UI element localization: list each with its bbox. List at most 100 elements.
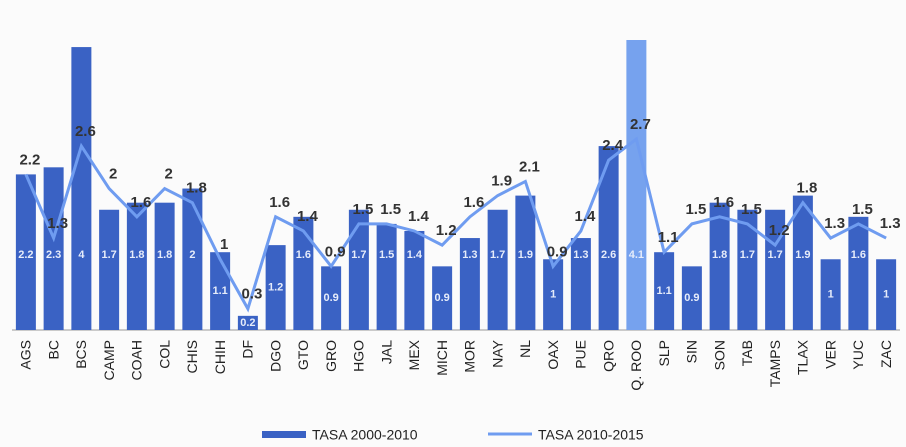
bar — [154, 202, 175, 330]
line-value-label: 1.4 — [408, 208, 430, 225]
line-value-label: 1.4 — [297, 208, 319, 225]
bar-value-label: 1 — [883, 289, 889, 301]
line-value-label: 1.1 — [658, 229, 679, 246]
bar — [626, 40, 647, 330]
bar-value-label: 1.1 — [656, 285, 671, 297]
x-tick-label: NL — [517, 340, 533, 358]
x-tick-label: SLP — [656, 340, 672, 366]
x-tick-label: JAL — [378, 340, 394, 364]
x-tick-label: QRO — [600, 340, 616, 372]
line — [24, 136, 887, 313]
x-tick-label: COL — [156, 340, 172, 369]
bar-value-label: 1.4 — [407, 249, 423, 261]
bar — [321, 266, 342, 330]
legend-swatch-bar — [262, 431, 306, 438]
line-value-label: 1.9 — [491, 173, 512, 190]
line-value-label: 1.5 — [380, 201, 401, 218]
bar — [293, 216, 314, 330]
line-value-label: 1.6 — [269, 194, 290, 211]
x-tick-label: MOR — [462, 340, 478, 373]
line-value-label: 0.9 — [547, 243, 568, 260]
bar-value-label: 1.7 — [101, 249, 116, 261]
bar-value-label: 4.1 — [629, 249, 644, 261]
x-tick-label: Q. ROO — [628, 340, 644, 391]
bar-value-label: 1.7 — [351, 249, 366, 261]
x-tick-label: ZAC — [878, 340, 894, 368]
bar — [43, 167, 64, 330]
bar — [126, 202, 147, 330]
line-value-label: 1.2 — [769, 222, 790, 239]
x-tick-label: HGO — [351, 340, 367, 372]
x-tick-label: TAMPS — [767, 340, 783, 387]
bar-value-label: 2.3 — [46, 249, 61, 261]
line-value-label: 1.6 — [463, 194, 484, 211]
x-tick-label: CHIS — [184, 340, 200, 373]
line-value-label: 2.1 — [519, 158, 540, 175]
bar-value-label: 1.7 — [740, 249, 755, 261]
line-value-label: 0.3 — [241, 286, 262, 303]
line-value-label: 1.8 — [796, 180, 817, 197]
bar — [376, 223, 397, 330]
bar — [237, 315, 258, 330]
x-tick-label: BC — [45, 340, 61, 359]
x-tick-label: MICH — [434, 340, 450, 376]
bar — [182, 188, 203, 330]
bar-value-label: 1.6 — [851, 249, 866, 261]
bar — [848, 216, 869, 330]
line-value-label: 1.3 — [47, 215, 68, 232]
bar — [681, 266, 702, 330]
bar-value-label: 1.5 — [379, 249, 394, 261]
line-value-label: 2.7 — [630, 116, 651, 133]
line-value-label: 1.2 — [436, 222, 457, 239]
bar-value-label: 1.7 — [767, 249, 782, 261]
bar-value-label: 1.3 — [573, 249, 588, 261]
x-tick-label: GTO — [295, 340, 311, 370]
x-tick-label: COAH — [129, 340, 145, 380]
line-value-label: 1.4 — [574, 208, 596, 225]
line-value-label: 1.5 — [685, 201, 706, 218]
bar-value-label: 1.9 — [795, 249, 810, 261]
line-value-label: 1.6 — [713, 194, 734, 211]
bar — [99, 209, 120, 330]
bar — [654, 252, 675, 330]
bar-value-label: 1.6 — [296, 249, 311, 261]
bar — [265, 245, 286, 330]
bar — [570, 238, 591, 330]
x-tick-label: NAY — [489, 339, 505, 367]
bar-value-label: 1.3 — [462, 249, 477, 261]
line-value-label: 2 — [109, 166, 117, 183]
legend-label: TASA 2000-2010 — [312, 427, 418, 443]
bar — [709, 202, 730, 330]
legend-label: TASA 2010-2015 — [538, 427, 644, 443]
bar — [459, 238, 480, 330]
bar — [737, 209, 758, 330]
bar — [515, 195, 536, 330]
bar-value-label: 2 — [189, 249, 195, 261]
line-value-label: 0.9 — [325, 243, 346, 260]
x-tick-label: DGO — [267, 340, 283, 372]
bar-value-label: 1.8 — [712, 249, 727, 261]
bar — [487, 209, 508, 330]
line-value-label: 1.6 — [130, 194, 151, 211]
x-tick-label: CAMP — [101, 340, 117, 380]
x-tick-label: MEX — [406, 339, 422, 370]
bar — [404, 230, 425, 330]
bar — [348, 209, 369, 330]
line-value-label: 1 — [220, 236, 228, 253]
bar-value-label: 0.9 — [323, 292, 338, 304]
line-value-label: 2.4 — [602, 137, 624, 154]
bar — [15, 174, 36, 330]
bar — [792, 195, 813, 330]
bar — [598, 146, 619, 330]
line-value-label: 2 — [164, 166, 172, 183]
line-value-label: 2.6 — [75, 123, 96, 140]
bar-value-label: 1 — [828, 289, 834, 301]
bar-value-label: 1.1 — [212, 285, 227, 297]
bar-value-label: 0.9 — [684, 292, 699, 304]
x-tick-label: SON — [711, 340, 727, 370]
bar-value-label: 1.8 — [157, 249, 172, 261]
bar-value-label: 1.2 — [268, 281, 283, 293]
x-tick-label: PUE — [573, 340, 589, 369]
line-value-label: 1.3 — [880, 215, 901, 232]
